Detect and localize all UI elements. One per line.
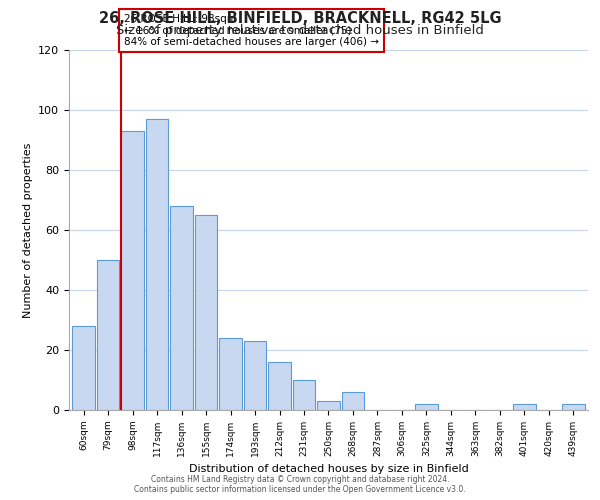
Y-axis label: Number of detached properties: Number of detached properties bbox=[23, 142, 32, 318]
Bar bbox=[146, 119, 169, 410]
Bar bbox=[244, 341, 266, 410]
Bar bbox=[562, 404, 584, 410]
X-axis label: Distribution of detached houses by size in Binfield: Distribution of detached houses by size … bbox=[188, 464, 469, 474]
Bar bbox=[317, 401, 340, 410]
Bar bbox=[170, 206, 193, 410]
Text: Size of property relative to detached houses in Binfield: Size of property relative to detached ho… bbox=[116, 24, 484, 37]
Bar bbox=[293, 380, 315, 410]
Bar bbox=[220, 338, 242, 410]
Text: Contains HM Land Registry data © Crown copyright and database right 2024.
Contai: Contains HM Land Registry data © Crown c… bbox=[134, 474, 466, 494]
Bar bbox=[342, 392, 364, 410]
Bar bbox=[195, 215, 217, 410]
Bar bbox=[73, 326, 95, 410]
Bar bbox=[415, 404, 437, 410]
Bar bbox=[97, 260, 119, 410]
Text: 26, ROSE HILL, BINFIELD, BRACKNELL, RG42 5LG: 26, ROSE HILL, BINFIELD, BRACKNELL, RG42… bbox=[98, 11, 502, 26]
Text: 26 ROSE HILL: 98sqm
← 16% of detached houses are smaller (75)
84% of semi-detach: 26 ROSE HILL: 98sqm ← 16% of detached ho… bbox=[124, 14, 379, 47]
Bar bbox=[121, 131, 144, 410]
Bar bbox=[268, 362, 291, 410]
Bar bbox=[513, 404, 536, 410]
